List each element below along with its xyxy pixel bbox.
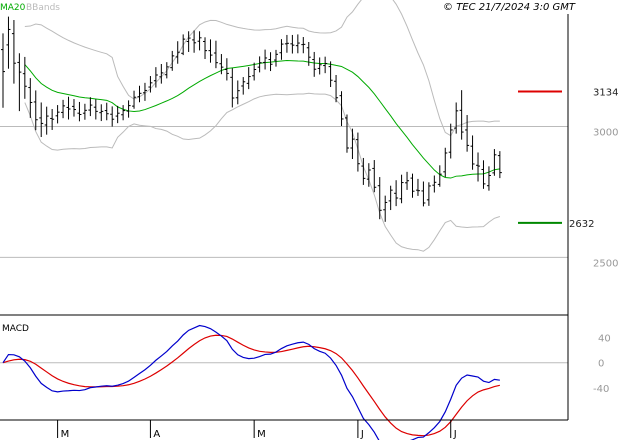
ma20-legend: MA20	[0, 3, 26, 13]
copyright-text: © TEC 21/7/2024 3:0 GMT	[443, 2, 576, 13]
price-tick-label: 3000	[593, 128, 618, 139]
macd-title: MACD	[2, 324, 29, 334]
bollinger-upper-line	[24, 0, 500, 137]
month-label: A	[153, 429, 160, 440]
month-label: M	[61, 429, 70, 440]
macd-signal-line	[2, 334, 500, 437]
macd-tick-label: -40	[593, 384, 609, 395]
month-label: M	[257, 429, 266, 440]
macd-tick-label: 0	[598, 359, 604, 370]
price-tick-label: 2500	[593, 258, 618, 269]
bbands-legend: BBands	[26, 3, 60, 13]
ma20-line	[24, 59, 500, 179]
support-label: 2632	[569, 219, 594, 230]
macd-line	[2, 324, 500, 444]
month-label: J	[453, 429, 457, 440]
bollinger-lower-line	[24, 92, 501, 252]
month-label: J	[360, 429, 364, 440]
macd-tick-label: 40	[598, 333, 611, 344]
resistance-label: 3134	[593, 87, 618, 98]
